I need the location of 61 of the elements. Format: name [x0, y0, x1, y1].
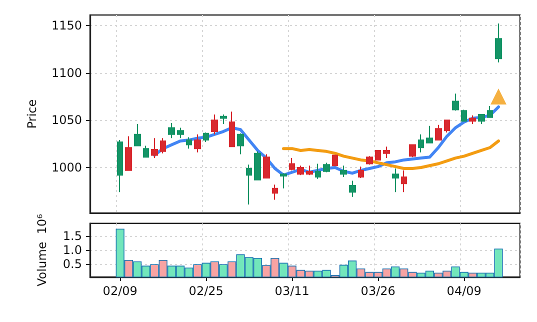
- candlestick: [452, 93, 459, 112]
- candlestick: [306, 165, 313, 176]
- candlestick: [254, 150, 261, 180]
- candlestick: [340, 165, 347, 178]
- candlestick: [426, 125, 433, 144]
- candlestick: [358, 166, 364, 178]
- candlestick: [401, 170, 407, 193]
- candlestick: [280, 172, 287, 189]
- candlestick: [125, 136, 132, 171]
- candlestick: [211, 114, 218, 135]
- candlestick: [160, 138, 166, 154]
- candlestick: [349, 180, 356, 198]
- candlestick: [237, 132, 244, 155]
- candlestick: [375, 150, 381, 160]
- y-tick-label: 1000: [51, 160, 82, 175]
- candlestick: [487, 105, 493, 118]
- candlestick: [409, 144, 416, 158]
- y-tick-label: 1100: [51, 66, 82, 80]
- candlestick: [289, 158, 295, 171]
- y-axis-title: Volume 10⁶: [35, 214, 49, 286]
- candlestick: [229, 111, 235, 148]
- x-tick-label: 02/09: [102, 284, 138, 298]
- candlestick: [272, 184, 278, 200]
- line-series: [282, 140, 500, 170]
- candlestick: [168, 122, 175, 139]
- candlestick: [366, 156, 373, 166]
- y-tick-label: 1150: [51, 18, 82, 32]
- candlestick: [478, 114, 485, 124]
- line-series: [153, 105, 500, 177]
- x-tick-label: 03/11: [274, 284, 310, 298]
- candlestick: [469, 114, 476, 124]
- x-tick-label: 03/26: [360, 284, 396, 298]
- y-tick-label: 1050: [51, 113, 82, 128]
- candlestick: [246, 164, 252, 205]
- candlestick: [461, 109, 467, 122]
- candlestick: [495, 23, 502, 63]
- candlestick: [220, 114, 227, 124]
- candlestick: [418, 134, 424, 153]
- candlestick: [117, 140, 123, 193]
- candlestick: [151, 138, 158, 159]
- x-tick-label: 04/09: [446, 284, 482, 298]
- candlestick: [392, 168, 399, 193]
- x-tick-label: 02/25: [188, 284, 224, 298]
- y-tick-label: 1.5: [62, 228, 82, 243]
- candlestick: [186, 136, 192, 150]
- candlestick: [315, 163, 321, 180]
- candlestick: [134, 123, 141, 146]
- y-axis-title: Price: [25, 99, 39, 129]
- candlestick: [323, 162, 330, 173]
- candlestick: [177, 127, 184, 139]
- candlestick: [297, 165, 304, 176]
- candlestick: [444, 120, 450, 133]
- y-tick-label: 0.5: [62, 257, 82, 272]
- candlestick: [435, 124, 442, 141]
- candlestick: [332, 154, 338, 166]
- candlestick: [203, 132, 209, 142]
- candlestick: [143, 145, 149, 158]
- y-tick-label: 1.0: [62, 243, 82, 258]
- candlestick: [194, 134, 201, 153]
- candlestick: [263, 154, 270, 178]
- candlestick: [383, 146, 390, 159]
